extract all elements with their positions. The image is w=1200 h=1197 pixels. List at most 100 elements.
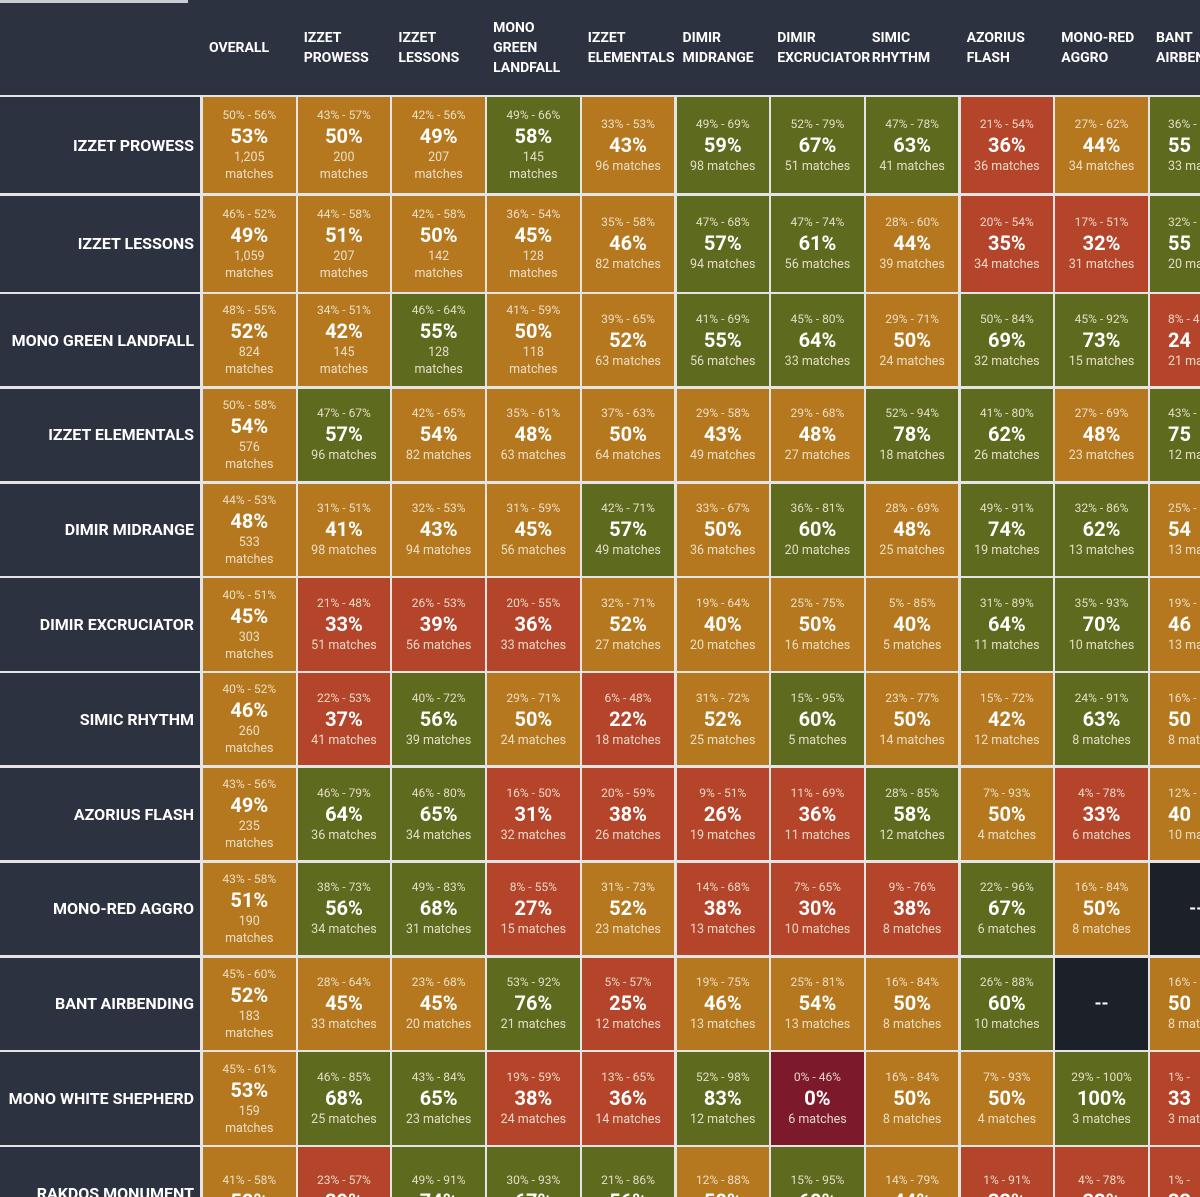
win-rate: 39% bbox=[325, 1188, 363, 1197]
win-rate: 55% bbox=[703, 327, 742, 352]
match-count: 96 matches bbox=[595, 158, 661, 174]
win-range: 38% - 73% bbox=[317, 880, 371, 895]
win-range: 43% - bbox=[1168, 406, 1197, 421]
win-rate: 49% bbox=[230, 222, 269, 247]
win-range: 46% - 80% bbox=[411, 785, 466, 800]
win-rate: 63% bbox=[1082, 706, 1121, 731]
win-rate: 50% bbox=[798, 612, 837, 637]
win-rate: 45% bbox=[419, 991, 458, 1016]
win-range: 44% - 58% bbox=[317, 206, 371, 221]
matchup-cell: 21% - 48% 33% 51 matches bbox=[297, 578, 391, 671]
matchup-cell: 39% - 65% 52% 63 matches bbox=[581, 294, 675, 387]
match-count: 25 matches bbox=[689, 732, 756, 748]
win-rate: 70% bbox=[1082, 612, 1121, 637]
win-range: 52% - 94% bbox=[885, 406, 940, 421]
match-count: 51 matches bbox=[311, 638, 377, 654]
win-rate: 52% bbox=[230, 982, 269, 1007]
matchup-cell: 31% - 89% 64% 11 matches bbox=[960, 578, 1054, 671]
match-count: 15 matches bbox=[1068, 353, 1135, 369]
win-range: 25% - 81% bbox=[790, 975, 845, 990]
column-header: AZORIUS FLASH bbox=[966, 29, 1025, 66]
win-rate: 65% bbox=[419, 801, 458, 826]
matchup-cell: 29% - 68% 48% 27 matches bbox=[771, 388, 864, 482]
matchup-cell: 35% - 61% 48% 63 matches bbox=[487, 388, 580, 482]
win-rate: 46 bbox=[1168, 612, 1191, 637]
match-count: 1,059 matches bbox=[225, 248, 274, 281]
match-count: 10 ma bbox=[1168, 827, 1200, 843]
matchup-cell: 14% - 79%44% bbox=[865, 1147, 959, 1197]
win-rate: 33 bbox=[1168, 1188, 1191, 1197]
match-count: 20 matches bbox=[784, 543, 851, 559]
win-rate: 63% bbox=[893, 132, 931, 157]
matchup-cell: 49% - 91%74% bbox=[392, 1147, 485, 1197]
win-rate: 52% bbox=[609, 327, 647, 352]
win-rate: 43% bbox=[609, 132, 647, 157]
matchup-cell: 45% - 60% 52% 183 matches bbox=[203, 957, 296, 1050]
match-count: 6 matches bbox=[1072, 827, 1131, 843]
column-header: IZZET ELEMENTALS bbox=[587, 29, 675, 66]
win-rate: 61% bbox=[798, 231, 837, 255]
win-range: 50% - 56% bbox=[222, 108, 277, 122]
win-range: 26% - 88% bbox=[979, 975, 1034, 990]
win-rate: 32% bbox=[1082, 231, 1121, 255]
match-count: 207 matches bbox=[414, 150, 463, 182]
win-rate: 60% bbox=[987, 991, 1026, 1016]
win-range: 4% - 78% bbox=[1078, 785, 1126, 800]
win-rate: 50% bbox=[609, 422, 647, 447]
column-header: OVERALL bbox=[209, 39, 270, 56]
win-range: 31% - 51% bbox=[317, 501, 371, 516]
match-count: 41 matches bbox=[879, 158, 945, 174]
matchup-cell: 9% - 51% 26% 19 matches bbox=[676, 768, 769, 861]
matchup-cell: 42% - 65% 54% 82 matches bbox=[392, 388, 485, 482]
row-header: MONO WHITE SHEPHERD bbox=[0, 1052, 200, 1145]
matchup-cell: 19% - 64% 40% 20 matches bbox=[676, 578, 769, 671]
match-count: 3 mat bbox=[1168, 1112, 1200, 1128]
win-range: 36% - 54% bbox=[506, 206, 561, 221]
win-rate: 41% bbox=[325, 517, 363, 542]
win-rate: 64% bbox=[325, 801, 363, 826]
win-range: 15% - 95% bbox=[790, 690, 845, 705]
matchup-cell: 40% - 51% 45% 303 matches bbox=[203, 578, 296, 671]
win-rate: 51% bbox=[230, 887, 269, 912]
match-count: 36 matches bbox=[311, 827, 377, 843]
match-count: 183 matches bbox=[225, 1008, 274, 1041]
matchup-cell: -- bbox=[1055, 957, 1148, 1050]
win-rate: 68% bbox=[419, 896, 458, 921]
win-range: 49% - 91% bbox=[411, 1173, 466, 1188]
win-rate: 49% bbox=[419, 124, 458, 148]
win-range: 33% - 67% bbox=[695, 501, 750, 516]
matchup-cell: 15% - 95% 60% 5 matches bbox=[771, 673, 864, 766]
win-range: 22% - 96% bbox=[979, 880, 1034, 895]
matchup-cell: 47% - 68% 57% 94 matches bbox=[676, 195, 769, 292]
win-rate: 33 bbox=[1168, 1086, 1191, 1111]
matchup-cell: 16% - 84% 50% 8 matches bbox=[865, 1052, 959, 1145]
win-range: 5% - 85% bbox=[888, 596, 936, 611]
win-rate: 54% bbox=[798, 991, 837, 1016]
win-rate: 74% bbox=[987, 517, 1026, 542]
match-count: 63 matches bbox=[500, 448, 567, 464]
match-count: 12 matches bbox=[595, 1017, 661, 1033]
match-count: 10 matches bbox=[784, 922, 851, 938]
win-range: 8% - 4 bbox=[1168, 311, 1200, 326]
match-count: 12 ma bbox=[1168, 448, 1200, 464]
win-range: 36% - bbox=[1168, 116, 1197, 131]
matchup-cell: 43% - 58% 51% 190 matches bbox=[203, 862, 296, 956]
matchup-cell: 12% - 88%50% bbox=[676, 1147, 769, 1197]
win-rate: 52% bbox=[609, 612, 647, 637]
win-range: 29% - 71% bbox=[506, 690, 561, 705]
win-rate: 50% bbox=[893, 991, 931, 1016]
match-count: 16 matches bbox=[784, 638, 851, 654]
match-count: 145 matches bbox=[319, 345, 369, 378]
win-rate: 33% bbox=[325, 612, 363, 637]
win-rate: 50% bbox=[230, 1188, 268, 1197]
win-range: 7% - 93% bbox=[983, 1070, 1031, 1085]
match-count: 824 matches bbox=[225, 345, 274, 378]
win-rate: 50 bbox=[1168, 706, 1191, 731]
match-count: 31 matches bbox=[1068, 257, 1135, 272]
win-rate: -- bbox=[1094, 993, 1109, 1015]
matchup-cell: 4% - 78%33% bbox=[1055, 1147, 1148, 1197]
win-range: 9% - 76% bbox=[888, 880, 936, 895]
win-rate: 50% bbox=[514, 706, 553, 731]
win-rate: 39% bbox=[419, 612, 458, 637]
matchup-cell: 23% - 77% 50% 14 matches bbox=[865, 673, 959, 766]
